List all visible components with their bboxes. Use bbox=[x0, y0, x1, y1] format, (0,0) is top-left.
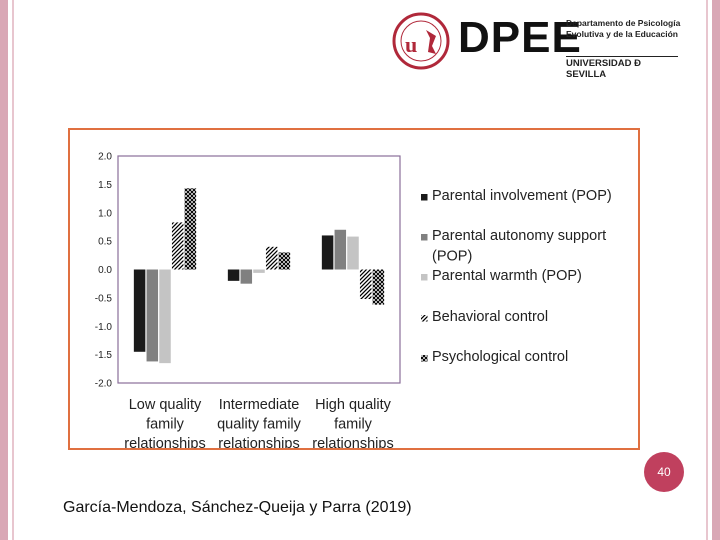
bar bbox=[321, 235, 334, 270]
dpee-logo: u DPEE Departamento de Psicología Evolut… bbox=[392, 12, 682, 80]
bar bbox=[171, 222, 184, 270]
chart-frame: 2.0 1.5 1.0 0.5 0.0 -0.5 -1.0 -1.5 -2.0 Low quali… bbox=[68, 128, 640, 450]
university-seal-icon: u bbox=[392, 12, 450, 70]
bar bbox=[359, 269, 372, 300]
y-tick-label: -1.5 bbox=[95, 350, 113, 361]
x-tick-label: quality family bbox=[217, 417, 302, 433]
bar bbox=[278, 252, 291, 270]
bar bbox=[146, 269, 159, 362]
legend-label: Parental warmth (POP) bbox=[432, 268, 582, 284]
legend-swatch bbox=[421, 194, 428, 201]
legend-label: Behavioral control bbox=[432, 309, 548, 325]
page-number-badge: 40 bbox=[644, 452, 684, 492]
y-tick-label: -0.5 bbox=[95, 293, 113, 304]
slide-border-left bbox=[0, 0, 8, 540]
slide-border-left-inner bbox=[12, 0, 14, 540]
svg-text:u: u bbox=[405, 32, 417, 57]
bar bbox=[347, 236, 359, 270]
x-tick-label: relationships bbox=[312, 436, 393, 448]
bar bbox=[334, 229, 347, 270]
y-tick-label: 0.5 bbox=[98, 237, 112, 248]
legend-label: Psychological control bbox=[432, 349, 568, 365]
y-tick-label: 1.5 bbox=[98, 180, 112, 191]
legend-swatch bbox=[421, 355, 428, 362]
bar bbox=[227, 269, 240, 281]
x-tick-label: relationships bbox=[124, 436, 205, 448]
legend-swatch bbox=[421, 315, 428, 322]
logo-text: DPEE bbox=[458, 13, 582, 62]
bar bbox=[240, 269, 253, 284]
bar bbox=[253, 269, 265, 273]
plot-area-border bbox=[117, 155, 401, 384]
x-tick-label: relationships bbox=[218, 436, 299, 448]
legend-label: Parental involvement (POP) bbox=[432, 188, 612, 204]
logo-department: Departamento de Psicología Evolutiva y d… bbox=[566, 18, 681, 39]
x-tick-label: family bbox=[334, 417, 373, 433]
y-tick-label: 0.0 bbox=[98, 265, 112, 276]
x-tick-label: Low quality bbox=[129, 397, 202, 413]
x-tick-label: family bbox=[146, 417, 185, 433]
legend-swatch bbox=[421, 274, 428, 281]
bar bbox=[159, 269, 171, 364]
bar bbox=[372, 269, 385, 305]
slide-border-right bbox=[712, 0, 720, 540]
slide-border-right-inner bbox=[706, 0, 708, 540]
legend-swatch bbox=[421, 234, 428, 241]
x-tick-label: Intermediate bbox=[219, 397, 300, 413]
logo-university: UNIVERSIDAD Ð SEVILLA bbox=[566, 56, 678, 80]
legend-label: Parental autonomy support bbox=[432, 228, 606, 244]
legend-label: (POP) bbox=[432, 249, 472, 265]
bar-chart: 2.0 1.5 1.0 0.5 0.0 -0.5 -1.0 -1.5 -2.0 Low quali… bbox=[95, 152, 612, 449]
x-tick-label: High quality bbox=[315, 397, 392, 413]
bar bbox=[133, 269, 146, 352]
y-tick-label: -1.0 bbox=[95, 322, 113, 333]
bar bbox=[184, 188, 197, 270]
y-tick-label: 1.0 bbox=[98, 208, 112, 219]
y-tick-label: 2.0 bbox=[98, 152, 112, 163]
citation: García-Mendoza, Sánchez-Queija y Parra (… bbox=[63, 499, 412, 516]
bar bbox=[265, 246, 278, 270]
y-tick-label: -2.0 bbox=[95, 379, 113, 390]
